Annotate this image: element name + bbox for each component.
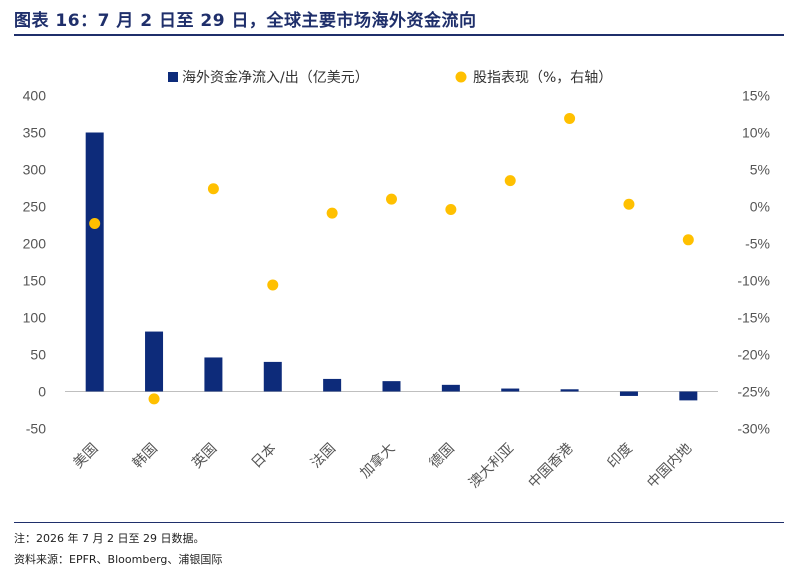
category-label: 韩国 [130, 441, 161, 472]
bar [145, 331, 164, 392]
data-point [504, 175, 516, 187]
category-label: 德国 [427, 441, 458, 472]
category-axis: 美国 韩国 英国 日本 法国 加拿大 德国 澳大利亚 中国香港 印度 中国内地 [70, 440, 695, 492]
left-tick-label: 200 [23, 236, 47, 252]
right-tick-label: 10% [742, 125, 770, 141]
data-point [207, 183, 219, 195]
data-point [267, 279, 279, 291]
source-note: 资料来源：EPFR、Bloomberg、浦银国际 [14, 553, 223, 566]
right-tick-label: -5% [745, 236, 770, 252]
data-point [89, 218, 101, 230]
category-label: 加拿大 [357, 440, 399, 482]
data-point [445, 203, 457, 215]
left-tick-label: -50 [26, 421, 46, 437]
bar [501, 388, 520, 392]
left-tick-label: 300 [23, 162, 47, 178]
data-point [386, 193, 397, 205]
data-point [564, 112, 576, 124]
left-axis: -50 0 50 100 150 200 250 300 350 400 [23, 88, 47, 437]
title-rule [14, 34, 784, 36]
right-tick-label: -10% [737, 273, 770, 289]
category-label: 中国香港 [526, 441, 577, 492]
bar [323, 378, 342, 392]
category-label: 印度 [605, 441, 636, 472]
category-label: 中国内地 [644, 441, 695, 492]
legend: 海外资金净流入/出（亿美元） 股指表现（%，右轴） [168, 70, 612, 86]
legend-dot-swatch [455, 71, 467, 83]
legend-bar-swatch [168, 72, 178, 82]
legend-bar-label: 海外资金净流入/出（亿美元） [182, 70, 369, 86]
footnote: 注：2026 年 7 月 2 日至 29 日数据。 [14, 532, 205, 545]
data-point [326, 207, 338, 219]
category-label: 英国 [188, 440, 220, 472]
bar-series [85, 132, 698, 401]
left-tick-label: 100 [23, 310, 47, 326]
right-tick-label: -25% [737, 384, 770, 400]
data-point [623, 198, 635, 210]
right-tick-label: -30% [737, 421, 770, 437]
left-tick-label: 350 [23, 125, 47, 141]
dot-series [89, 112, 694, 405]
category-label: 美国 [70, 441, 101, 472]
left-tick-label: 50 [30, 347, 46, 363]
footer-rule [14, 522, 784, 523]
category-label: 澳大利亚 [466, 441, 517, 492]
data-point [682, 234, 694, 246]
bar [382, 381, 401, 392]
bar [441, 384, 460, 392]
right-tick-label: 15% [742, 88, 770, 104]
left-tick-label: 150 [23, 273, 47, 289]
bar [679, 391, 698, 401]
right-tick-label: -20% [737, 347, 770, 363]
right-tick-label: 5% [750, 162, 770, 178]
chart: 海外资金净流入/出（亿美元） 股指表现（%，右轴） -50 0 50 100 150 20… [23, 70, 770, 492]
right-axis: -30% -25% -20% -15% -10% -5% 0% 5% 10% 15% [737, 88, 770, 437]
chart-title: 图表 16：7 月 2 日至 29 日，全球主要市场海外资金流向 [14, 11, 477, 31]
category-label: 法国 [308, 441, 339, 472]
bar [560, 389, 579, 392]
bar [619, 391, 638, 396]
data-point [148, 393, 160, 405]
bar [263, 361, 282, 392]
right-tick-label: -15% [737, 310, 770, 326]
legend-dot-label: 股指表现（%，右轴） [473, 70, 612, 86]
bar [204, 357, 223, 392]
category-label: 日本 [248, 441, 279, 472]
left-tick-label: 250 [23, 199, 47, 215]
bar [85, 132, 104, 392]
right-tick-label: 0% [750, 199, 770, 215]
left-tick-label: 400 [23, 88, 47, 104]
left-tick-label: 0 [38, 384, 46, 400]
